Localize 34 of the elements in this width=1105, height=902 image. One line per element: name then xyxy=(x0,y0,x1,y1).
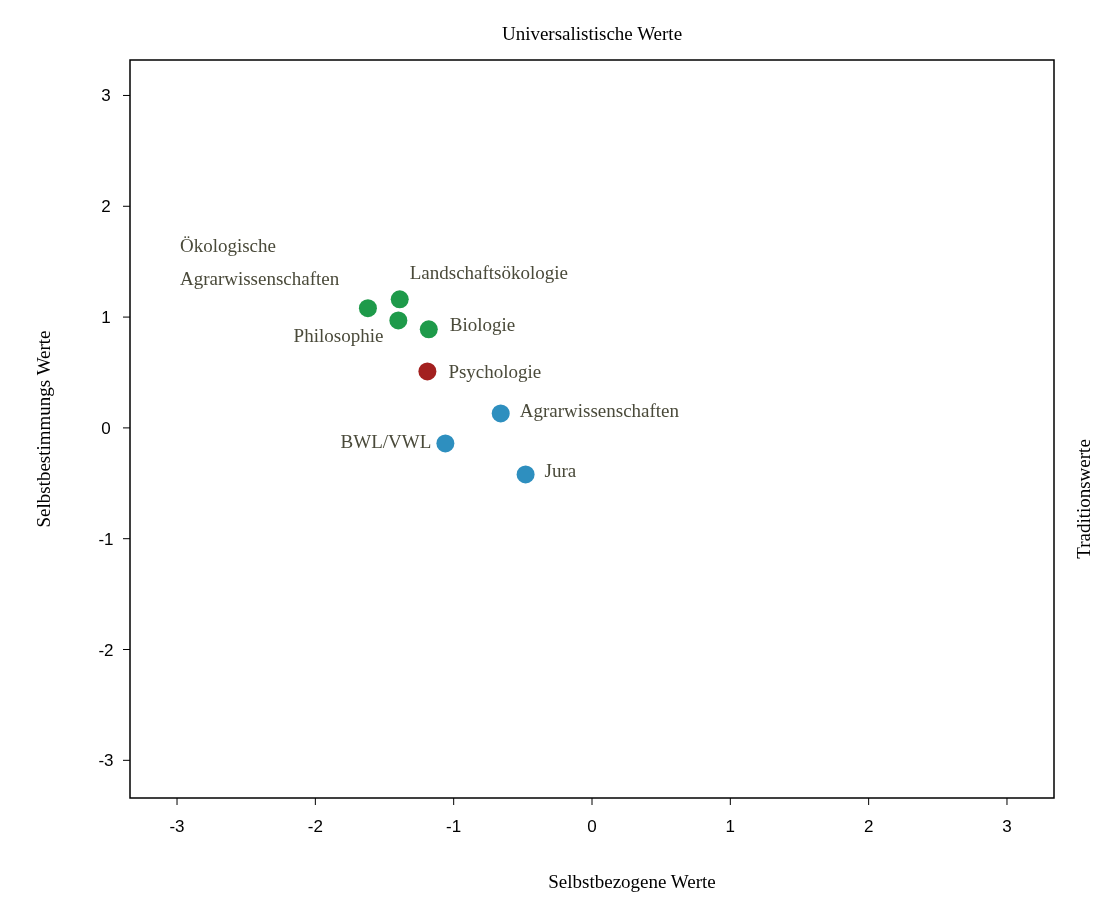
series-label: BWL/VWL xyxy=(340,431,432,453)
x-tick-label: -3 xyxy=(169,817,185,836)
point xyxy=(390,290,409,309)
x-tick-label: 2 xyxy=(863,817,874,836)
point xyxy=(436,434,455,453)
x-tick-label: -2 xyxy=(307,817,323,836)
point xyxy=(418,362,437,381)
point xyxy=(358,299,377,318)
x-tick-label: 3 xyxy=(1002,817,1012,836)
y-tick-label: -3 xyxy=(98,751,114,771)
series-label: Ökologische Agrarwissenschaften xyxy=(179,235,340,290)
series-label: Philosophie xyxy=(293,325,384,347)
series-label: Agrarwissenschaften xyxy=(519,400,680,422)
y-tick-label: 0 xyxy=(101,418,111,438)
point xyxy=(389,311,408,330)
x-tick-label: -1 xyxy=(446,817,462,836)
series-label: Psychologie xyxy=(448,361,542,383)
series-label: Biologie xyxy=(449,314,516,336)
y-tick-label: 2 xyxy=(101,197,111,217)
x-tick-label: 0 xyxy=(587,817,597,836)
y-tick-label: 3 xyxy=(101,86,111,106)
x-tick-label: 1 xyxy=(725,817,736,836)
x2-axis-title: Universalistische Werte xyxy=(501,23,683,44)
series-label: Jura xyxy=(544,460,577,482)
point xyxy=(516,465,535,484)
point xyxy=(491,404,510,423)
y-tick-label: 1 xyxy=(101,308,111,328)
series-label: Landschaftsökologie xyxy=(409,262,569,284)
y-tick-label: -2 xyxy=(98,640,114,660)
y2-axis-title: Traditionswerte xyxy=(1073,439,1094,559)
point xyxy=(419,320,438,339)
x-axis-title: Selbstbezogene Werte xyxy=(548,871,716,892)
y-tick-label: -1 xyxy=(98,529,114,549)
y-axis-title: Selbstbestimmungs Werte xyxy=(33,330,54,528)
